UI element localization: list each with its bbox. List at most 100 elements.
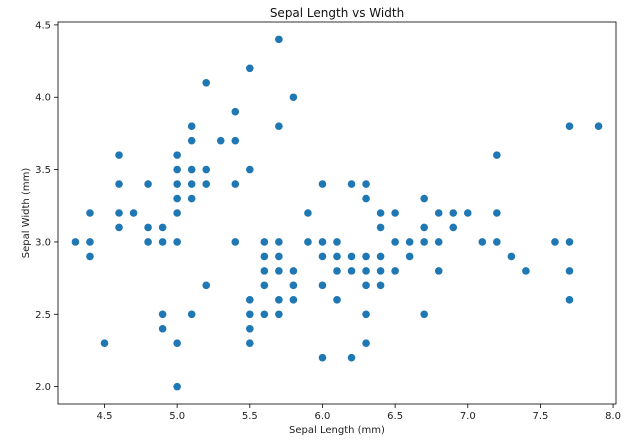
data-point xyxy=(376,209,385,217)
data-point xyxy=(246,64,254,73)
data-point xyxy=(275,238,283,246)
data-point xyxy=(333,296,341,304)
data-point xyxy=(434,267,443,275)
data-point xyxy=(391,238,399,246)
x-tick-label: 6.0 xyxy=(315,411,331,422)
y-tick-label: 4.0 xyxy=(35,93,51,104)
data-point xyxy=(231,107,240,116)
data-point xyxy=(158,310,167,319)
data-point xyxy=(246,165,254,174)
data-point xyxy=(202,281,211,290)
data-point xyxy=(275,35,283,44)
data-point xyxy=(173,180,181,188)
data-point xyxy=(115,180,123,188)
data-point xyxy=(463,209,472,217)
data-point xyxy=(594,122,603,130)
data-point xyxy=(173,339,181,348)
data-point xyxy=(362,310,370,319)
data-point xyxy=(100,339,109,348)
y-axis: 2.0 2.5 3.0 3.5 4.0 4.5 xyxy=(35,20,58,393)
data-point xyxy=(376,252,385,261)
data-point xyxy=(493,238,501,246)
data-point xyxy=(275,122,283,130)
y-axis-label: Sepal Width (mm) xyxy=(21,168,32,259)
data-point xyxy=(173,151,181,159)
data-point xyxy=(158,324,167,333)
data-point xyxy=(493,151,501,159)
data-point xyxy=(333,252,341,261)
data-point xyxy=(362,339,370,348)
data-point xyxy=(434,209,443,217)
data-point xyxy=(260,310,269,319)
plot-area xyxy=(57,21,617,405)
data-point xyxy=(434,238,443,246)
data-point xyxy=(275,310,283,319)
data-point xyxy=(449,209,458,217)
data-point xyxy=(71,238,80,246)
data-point xyxy=(115,223,123,232)
data-point xyxy=(405,238,414,246)
data-point xyxy=(275,252,283,261)
y-tick-label: 3.5 xyxy=(35,165,51,176)
data-point xyxy=(187,122,196,130)
data-point xyxy=(318,252,327,261)
data-point xyxy=(405,252,414,261)
data-point xyxy=(187,310,196,319)
x-tick-label: 7.5 xyxy=(532,411,548,422)
data-point xyxy=(376,281,385,290)
y-tick-label: 2.0 xyxy=(35,382,51,393)
data-point xyxy=(318,353,327,362)
data-point xyxy=(362,281,370,290)
data-point xyxy=(173,209,181,217)
data-point xyxy=(246,324,254,333)
data-point xyxy=(318,238,327,246)
data-point xyxy=(289,281,298,290)
data-point xyxy=(376,267,385,275)
data-point xyxy=(347,267,356,275)
data-point xyxy=(275,296,283,304)
data-point xyxy=(86,252,94,261)
data-point xyxy=(115,151,123,159)
data-point xyxy=(391,267,399,275)
data-point xyxy=(565,238,574,246)
data-point xyxy=(565,267,574,275)
data-point xyxy=(260,281,269,290)
data-point xyxy=(115,209,123,217)
data-point xyxy=(347,180,356,188)
data-point xyxy=(493,209,501,217)
data-point xyxy=(246,310,254,319)
data-point xyxy=(362,194,370,203)
data-point xyxy=(158,223,167,232)
data-point xyxy=(129,209,138,217)
data-point xyxy=(260,238,269,246)
data-point xyxy=(551,238,559,246)
data-point xyxy=(260,267,269,275)
data-point xyxy=(231,238,240,246)
data-point xyxy=(318,180,327,188)
x-axis-label: Sepal Length (mm) xyxy=(289,425,385,436)
data-point xyxy=(289,267,298,275)
data-point xyxy=(173,238,181,246)
y-tick-label: 2.5 xyxy=(35,310,51,321)
data-point xyxy=(202,78,211,87)
data-point xyxy=(362,252,370,261)
data-point xyxy=(231,180,240,188)
y-tick-label: 3.0 xyxy=(35,237,51,248)
data-point xyxy=(333,238,341,246)
data-point xyxy=(202,180,211,188)
data-point xyxy=(275,267,283,275)
data-point xyxy=(216,136,225,145)
y-tick-label: 4.5 xyxy=(35,20,51,31)
data-point xyxy=(187,165,196,174)
data-point xyxy=(202,165,211,174)
data-point xyxy=(420,194,428,203)
x-tick-label: 8.0 xyxy=(605,411,621,422)
data-point xyxy=(246,296,254,304)
data-point xyxy=(347,353,356,362)
data-point xyxy=(173,165,181,174)
data-point xyxy=(231,136,240,145)
data-point xyxy=(362,180,370,188)
data-point xyxy=(260,252,269,261)
data-points xyxy=(71,35,603,391)
data-point xyxy=(420,310,428,319)
